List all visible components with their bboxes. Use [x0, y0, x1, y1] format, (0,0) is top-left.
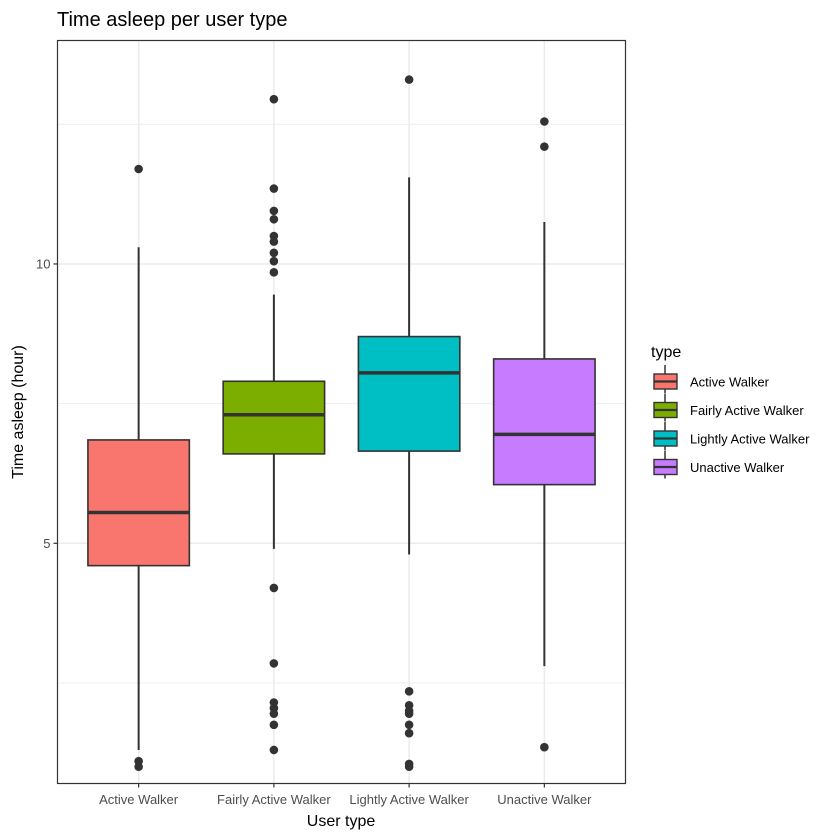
outlier-point: [269, 237, 279, 246]
legend-label: Unactive Walker: [690, 460, 785, 475]
x-tick-label: Active Walker: [99, 792, 179, 807]
y-axis: 5 10: [36, 256, 58, 551]
outlier-point: [540, 142, 549, 151]
legend-label: Lightly Active Walker: [690, 432, 810, 447]
outlier-point: [269, 206, 279, 216]
outlier-point: [540, 117, 549, 126]
box-iqr: [222, 380, 326, 455]
outlier-point: [269, 745, 279, 755]
outlier-point: [269, 659, 279, 668]
x-tick-label: Fairly Active Walker: [217, 792, 331, 807]
legend-item: Lightly Active Walker: [653, 422, 810, 450]
plot-panel-border: [56, 39, 627, 785]
box-iqr: [87, 439, 191, 567]
box-iqr: [357, 335, 461, 452]
outlier-point: [269, 720, 279, 730]
outlier-point: [269, 709, 279, 718]
outlier-point: [269, 583, 279, 593]
outlier-point: [404, 762, 414, 772]
outlier-point: [404, 687, 414, 696]
outlier-point: [269, 268, 279, 277]
box-unactive-walker: [492, 117, 596, 752]
outlier-point: [404, 75, 414, 84]
legend-item: Active Walker: [653, 365, 770, 393]
legend-label: Active Walker: [690, 375, 770, 390]
chart-title: Time asleep per user type: [57, 9, 287, 31]
y-tick-label: 5: [43, 536, 50, 551]
outlier-point: [269, 94, 279, 104]
outlier-point: [269, 256, 279, 266]
box-iqr: [492, 358, 596, 486]
legend-label: Fairly Active Walker: [690, 403, 804, 418]
box-lightly-active-walker: [357, 75, 461, 772]
boxes: [87, 75, 596, 772]
outlier-point: [404, 709, 414, 718]
y-axis-title: Time asleep (hour): [10, 345, 27, 479]
y-tick-label: 10: [36, 256, 50, 271]
outlier-point: [269, 214, 279, 224]
legend-title: type: [651, 344, 681, 361]
outlier-point: [269, 248, 279, 258]
outlier-point: [134, 762, 143, 772]
box-active-walker: [87, 164, 191, 772]
x-axis: Active Walker Fairly Active Walker Lightly…: [99, 783, 592, 807]
x-tick-label: Lightly Active Walker: [349, 792, 469, 807]
outlier-point: [134, 164, 143, 174]
outlier-point: [540, 742, 549, 752]
x-tick-label: Unactive Walker: [497, 792, 592, 807]
legend-item: Fairly Active Walker: [653, 393, 804, 422]
outlier-point: [269, 184, 279, 193]
outlier-point: [404, 728, 414, 738]
box-fairly-active-walker: [222, 94, 326, 755]
outlier-point: [404, 720, 414, 730]
legend-item: Unactive Walker: [653, 450, 785, 479]
x-axis-title: User type: [307, 813, 376, 830]
legend: type Active Walker Fairly Active Walker Li…: [651, 344, 810, 479]
